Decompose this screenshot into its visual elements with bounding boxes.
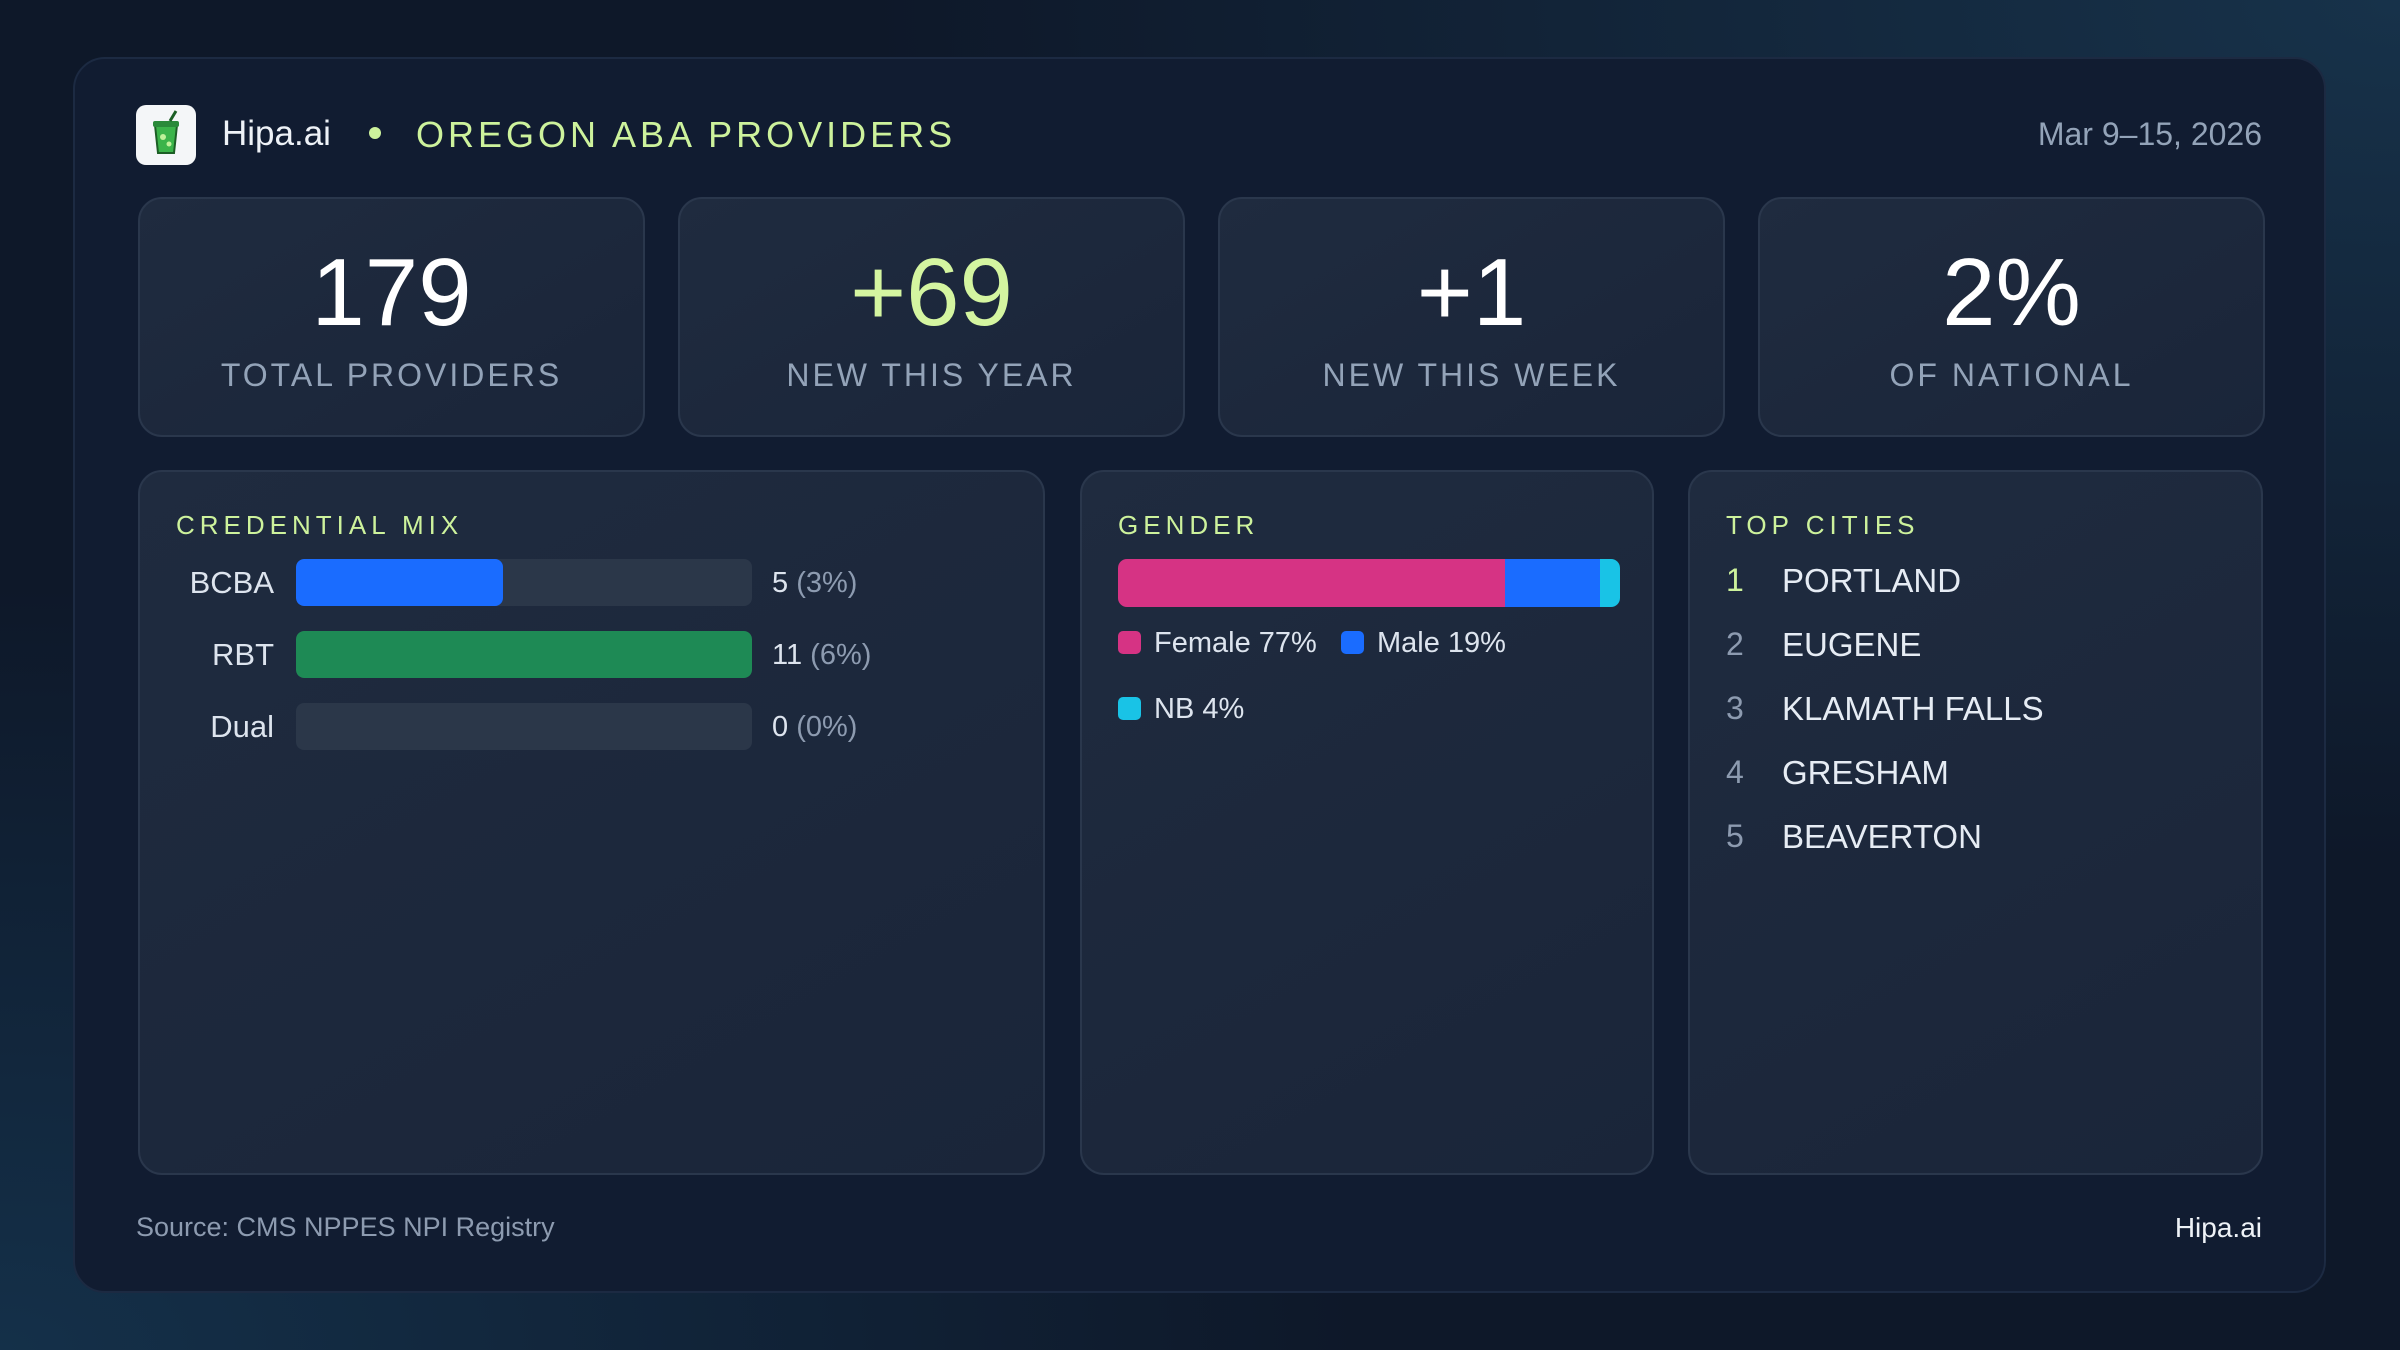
section-title: TOP CITIES (1726, 510, 1920, 540)
legend-swatch (1341, 631, 1364, 654)
city-name: PORTLAND (1782, 562, 1962, 599)
gender-bar (1118, 559, 1620, 607)
kpi-value: 2% (1942, 239, 2081, 346)
kpi-label: NEW THIS YEAR (786, 357, 1077, 393)
kpi-value: 179 (311, 239, 472, 346)
share-label: (0%) (796, 711, 858, 743)
kpi-label: OF NATIONAL (1889, 357, 2134, 393)
gender-segment (1504, 559, 1600, 607)
legend-value: 19% (1447, 627, 1506, 659)
kpi-card: 179 TOTAL PROVIDERS (138, 197, 645, 437)
legend-name: NB (1154, 693, 1195, 725)
kpi-value: +69 (850, 239, 1013, 346)
city-name: KLAMATH FALLS (1782, 690, 2044, 727)
value-text: 11 (6%) (772, 639, 871, 672)
share-label: (3%) (796, 567, 858, 599)
share-label: (6%) (810, 639, 872, 671)
gender-panel: GENDER Female 77% Male 19% NB 4% (1080, 470, 1654, 1175)
category-label: RBT (212, 637, 274, 672)
gender-segment (1118, 559, 1505, 607)
legend-item: Female 77% (1118, 627, 1317, 660)
city-name: GRESHAM (1782, 754, 1949, 791)
legend-name: Female (1154, 627, 1251, 659)
logo (136, 105, 196, 165)
separator-dot (369, 127, 381, 139)
legend-name: Male (1377, 627, 1440, 659)
bar-track (296, 631, 752, 678)
kpi-value: +1 (1416, 239, 1527, 346)
legend-swatch (1118, 631, 1141, 654)
rank: 4 (1726, 754, 1744, 790)
section-title: GENDER (1118, 510, 1260, 540)
city-name: EUGENE (1782, 626, 1922, 663)
rank: 1 (1726, 562, 1744, 598)
credential-panel: CREDENTIAL MIX BCBA 5 (3%) RBT 11 (6%) Dual 0… (138, 470, 1045, 1175)
footer-brand: Hipa.ai (2174, 1212, 2262, 1243)
count-label: 0 (772, 711, 789, 743)
date-range: Mar 9–15, 2026 (2037, 116, 2262, 152)
rank: 2 (1726, 626, 1744, 662)
value-text: 5 (3%) (772, 567, 857, 600)
kpi-label: NEW THIS WEEK (1322, 357, 1621, 393)
bar (296, 559, 504, 606)
count-label: 5 (772, 567, 789, 599)
source-note: Source: CMS NPPES NPI Registry (136, 1212, 555, 1242)
kpi-card: +1 NEW THIS WEEK (1218, 197, 1725, 437)
kpi-card: 2% OF NATIONAL (1758, 197, 2265, 437)
bar-track (296, 703, 752, 750)
legend-item: NB 4% (1118, 693, 1244, 726)
kpi-card: +69 NEW THIS YEAR (678, 197, 1185, 437)
cities-panel: TOP CITIES 1 PORTLAND 2 EUGENE 3 KLAMATH FALL… (1688, 470, 2263, 1175)
value-text: 0 (0%) (772, 711, 857, 744)
legend-item: Male 19% (1341, 627, 1506, 660)
rank: 3 (1726, 690, 1744, 726)
bar-track (296, 559, 752, 606)
dashboard-title: OREGON ABA PROVIDERS (416, 114, 957, 155)
bar (296, 631, 752, 678)
legend-value: 4% (1202, 693, 1245, 725)
section-title: CREDENTIAL MIX (176, 510, 464, 540)
category-label: BCBA (189, 565, 274, 600)
gender-segment (1599, 559, 1620, 607)
count-label: 11 (772, 639, 803, 671)
legend-value: 77% (1258, 627, 1317, 659)
rank: 5 (1726, 818, 1744, 854)
legend-swatch (1118, 697, 1141, 720)
category-label: Dual (210, 709, 274, 744)
city-name: BEAVERTON (1782, 818, 1982, 855)
kpi-label: TOTAL PROVIDERS (220, 357, 563, 393)
brand: Hipa.ai (222, 114, 331, 153)
